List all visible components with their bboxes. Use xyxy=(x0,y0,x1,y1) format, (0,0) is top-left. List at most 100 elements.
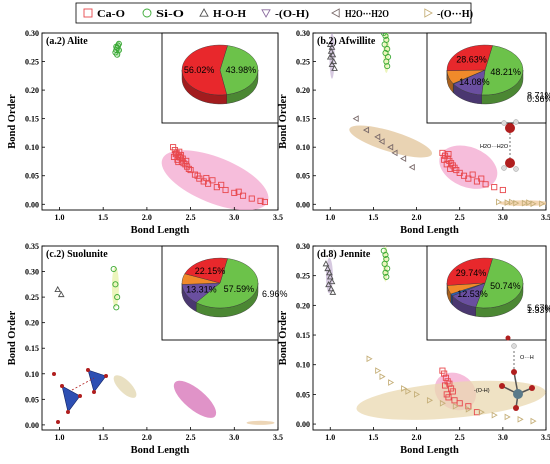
point-ca-o xyxy=(231,189,238,196)
pie-slice xyxy=(219,45,259,95)
y-tick-label: 0.35 xyxy=(25,242,39,251)
point-ca-o xyxy=(465,175,472,182)
y-tick-label: 0.25 xyxy=(25,58,39,67)
point-h-o-h xyxy=(330,58,338,65)
panels: 1.0 1.5 2.0 2.5 3.0 3.5 0.00 0.05 0.10 0.15 0.20 0.… xyxy=(7,29,550,456)
oxygen-atom xyxy=(92,390,96,394)
x-axis-title: Bond Length xyxy=(131,225,190,236)
x-tick-label: 3.0 xyxy=(229,213,239,222)
point-h-o-h xyxy=(326,269,333,276)
point-ca-o xyxy=(469,171,476,178)
legend-marker-4 xyxy=(331,8,340,18)
plot-area xyxy=(322,246,546,425)
x-axis-title: Bond Length xyxy=(400,445,459,456)
y-tick-label: 0.15 xyxy=(25,115,39,124)
point-h2o-h2o xyxy=(387,143,394,151)
pie-label: 43.98% xyxy=(226,65,257,75)
point-h-o-h xyxy=(324,265,332,272)
point-h-o-h xyxy=(54,285,62,292)
legend-label-3: -(O-H) xyxy=(275,9,309,20)
point-si-o xyxy=(383,273,390,280)
pie-label: 8.71% xyxy=(527,90,550,100)
point-si-o xyxy=(383,58,390,65)
oxygen-atom xyxy=(505,123,515,133)
y-axis-title: Bond Order xyxy=(278,94,289,149)
point--o-h- xyxy=(508,198,516,206)
region-ca-o xyxy=(439,145,498,189)
annotation-label: -(O-H) xyxy=(474,388,490,394)
x-tick-label: 2.5 xyxy=(455,433,465,442)
x-tick-label: 3.5 xyxy=(541,213,550,222)
y-tick-label: 0.30 xyxy=(25,268,39,277)
x-tick-label: 3.0 xyxy=(229,433,239,442)
y-tick-label: 0.20 xyxy=(25,319,39,328)
point-ca-o xyxy=(218,181,225,188)
y-tick-label: 0.05 xyxy=(296,390,310,399)
point--o-h- xyxy=(530,200,537,208)
panel-title: (b.2) Afwillite xyxy=(317,36,376,47)
legend-marker-5 xyxy=(424,8,433,18)
y-tick-label: 0.30 xyxy=(296,29,310,38)
point--o-h- xyxy=(465,405,472,413)
point--o-h- xyxy=(496,198,503,206)
point-h-o-h xyxy=(57,291,65,298)
pie-label: 28.63% xyxy=(456,54,487,64)
point-si-o xyxy=(113,43,120,50)
annotation-label: O···H xyxy=(520,355,534,361)
point-h2o-h2o xyxy=(378,138,385,145)
pie-slice xyxy=(475,258,524,309)
molecule-annotation: O···H -(O-H) xyxy=(474,335,535,411)
point--o-h- xyxy=(375,367,382,375)
pie-label: 6.96% xyxy=(262,289,288,299)
point-si-o xyxy=(382,269,389,276)
oxygen-atom xyxy=(60,384,64,388)
point-ca-o xyxy=(177,152,185,159)
point--o-h- xyxy=(521,199,528,207)
y-tick-label: 0.25 xyxy=(296,58,310,67)
oxygen-atom xyxy=(505,158,515,168)
y-tick-label: 0.10 xyxy=(25,143,39,152)
point-h-o-h xyxy=(327,47,335,54)
oxygen-atom xyxy=(52,372,56,376)
panel-title: (d.8) Jennite xyxy=(317,249,371,260)
point-ca-o xyxy=(175,158,182,166)
point--o-h- xyxy=(439,399,446,407)
y-tick-label: 0.00 xyxy=(25,200,39,209)
plot-area xyxy=(326,33,546,208)
y-tick-label: 0.15 xyxy=(296,331,310,340)
pie-label: 57.59% xyxy=(224,284,255,294)
pie-label: 50.74% xyxy=(490,281,521,291)
x-tick-label: 1.0 xyxy=(54,213,64,222)
y-tick-label: 0.10 xyxy=(296,361,310,370)
point-ca-o xyxy=(441,370,448,377)
legend-marker-3 xyxy=(261,9,271,18)
legend-label-5: -(O···H) xyxy=(437,9,473,20)
x-tick-label: 2.5 xyxy=(455,213,465,222)
point--o-h- xyxy=(379,373,386,380)
point-ca-o xyxy=(491,184,498,191)
point-ca-o xyxy=(248,195,255,202)
point-ca-o xyxy=(465,403,472,410)
panel-1: 1.0 1.5 2.0 2.5 3.0 3.5 0.00 0.05 0.10 0.15 0.20 0.… xyxy=(7,29,283,236)
y-tick-label: 0.05 xyxy=(25,395,39,404)
x-axis-title: Bond Length xyxy=(131,445,190,456)
x-tick-label: 2.0 xyxy=(412,213,422,222)
y-tick-label: 0.00 xyxy=(296,420,310,429)
point-h-o-h xyxy=(331,64,338,71)
point--o-h- xyxy=(414,391,421,398)
tetrahedron xyxy=(61,385,81,413)
y-tick-label: 0.30 xyxy=(296,242,310,251)
legend-label-1: Si-O xyxy=(156,9,184,20)
point-si-o xyxy=(381,41,388,48)
y-tick-label: 0.25 xyxy=(25,293,39,302)
point-h-o-h xyxy=(329,288,337,295)
region--o-h- xyxy=(246,420,275,425)
x-tick-label: 1.5 xyxy=(98,433,108,442)
point-h2o-h2o xyxy=(400,155,407,162)
point-ca-o xyxy=(445,394,452,401)
point-ca-o xyxy=(482,181,489,188)
pie-label: 12.53% xyxy=(457,289,488,299)
tetrahedron xyxy=(87,369,107,393)
panel-title: (c.2) Suolunite xyxy=(46,249,108,260)
